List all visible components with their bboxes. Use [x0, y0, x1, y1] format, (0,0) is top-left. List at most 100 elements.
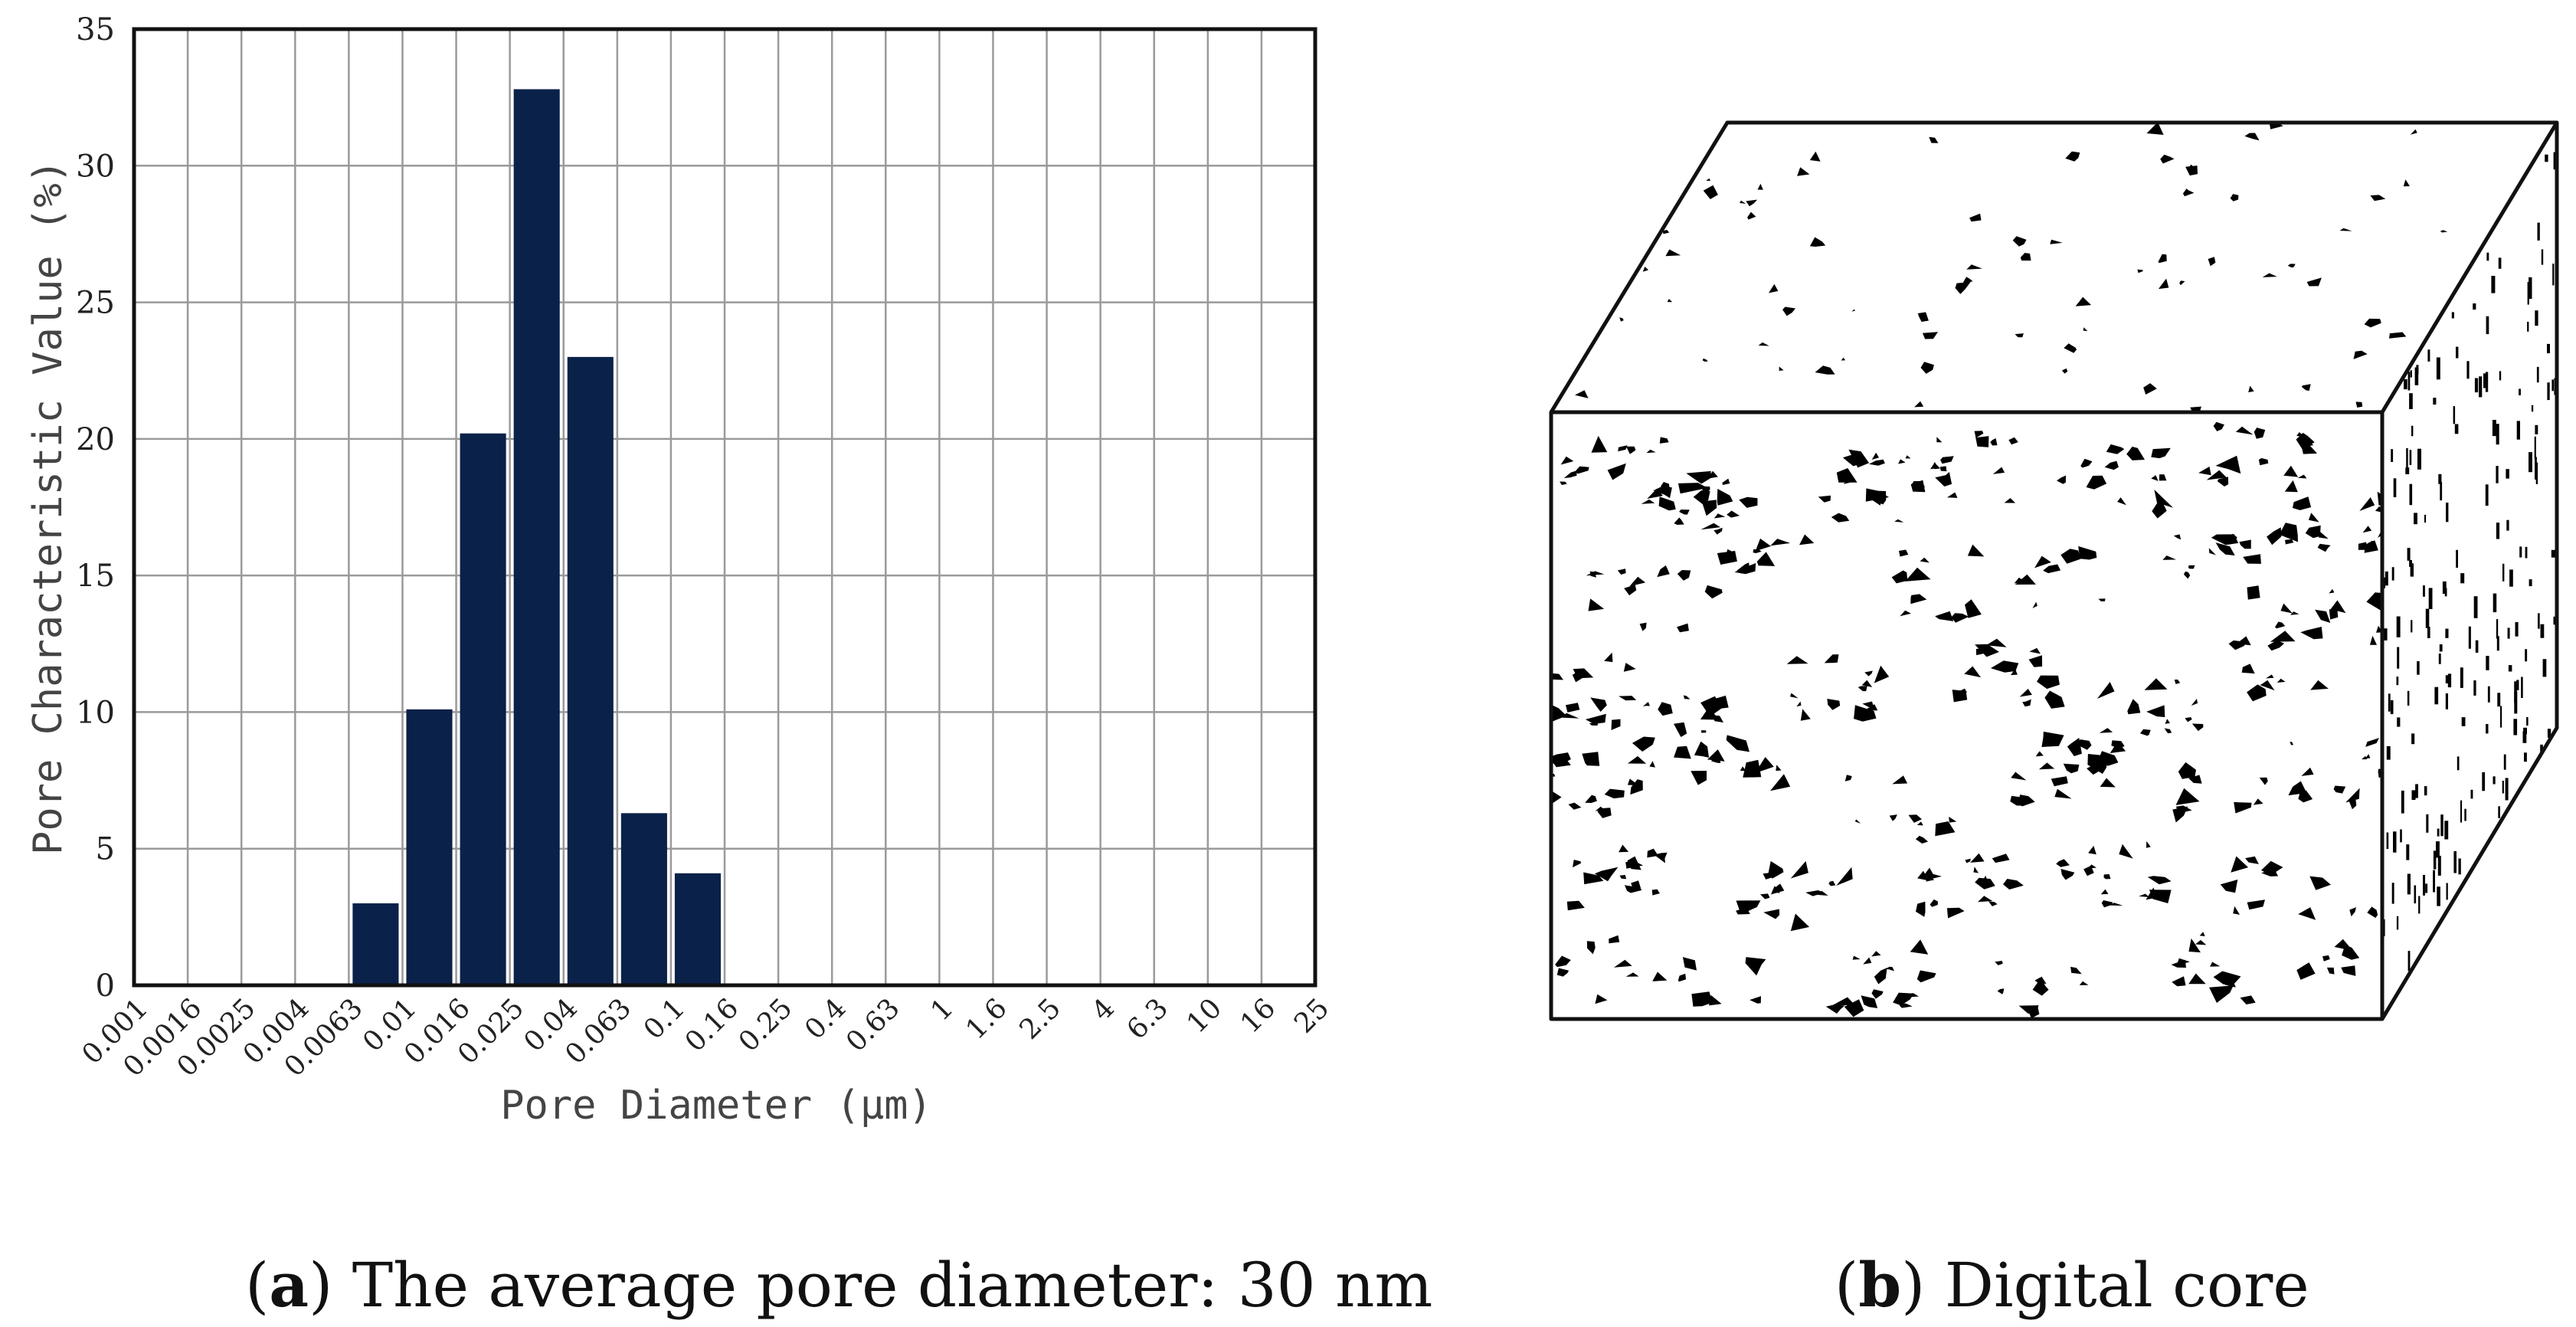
- pore-front: [2100, 778, 2116, 788]
- pore-front: [1935, 821, 1956, 837]
- pore-front: [1915, 835, 1929, 844]
- pore-front: [2275, 621, 2286, 629]
- pore-front: [1700, 523, 1720, 530]
- y-tick-label: 5: [96, 832, 115, 867]
- pore-front: [2041, 731, 2064, 747]
- pore-front: [2034, 977, 2045, 985]
- pore-front: [1753, 549, 1762, 553]
- pore-side: [2500, 706, 2502, 728]
- pore-top: [2020, 253, 2031, 261]
- y-tick-label: 0: [96, 968, 115, 1004]
- pore-front: [2261, 869, 2278, 876]
- pore-front: [2234, 801, 2252, 814]
- pore-front: [1935, 472, 1952, 487]
- bar-0.04-0.063: [567, 356, 614, 985]
- pore-front: [2175, 788, 2200, 805]
- pore-side: [2411, 620, 2413, 633]
- pore-front: [1617, 568, 1626, 575]
- pore-front: [1916, 901, 1926, 917]
- pore-top: [1815, 365, 1835, 375]
- pore-front: [2247, 899, 2265, 910]
- pore-front: [2260, 680, 2275, 691]
- pore-front: [1770, 539, 1791, 546]
- pore-front: [2243, 554, 2261, 564]
- pore-side: [2551, 379, 2554, 392]
- pore-front: [1871, 452, 1879, 460]
- pore-front: [2149, 890, 2172, 903]
- pore-front: [1776, 765, 1782, 772]
- pore-side: [2460, 573, 2465, 584]
- pore-front: [1555, 955, 1571, 968]
- pore-side: [2411, 733, 2415, 745]
- pore-front: [1691, 771, 1707, 785]
- pore-front: [1869, 459, 1885, 466]
- pore-front: [2215, 542, 2235, 555]
- pore-front: [1551, 790, 1562, 804]
- pore-front: [2174, 679, 2181, 684]
- pore-front: [2178, 762, 2196, 779]
- pore-side: [2505, 778, 2509, 801]
- pore-front: [2308, 513, 2319, 523]
- pore-front: [2096, 682, 2115, 699]
- pore-side: [2460, 800, 2463, 823]
- pore-top: [1917, 312, 1929, 322]
- pores-top: [1575, 123, 2448, 412]
- pore-front: [1679, 510, 1690, 515]
- pore-side: [2522, 731, 2527, 743]
- pore-front: [2176, 805, 2192, 814]
- pore-top: [2065, 151, 2080, 162]
- pore-top: [1962, 277, 1973, 283]
- pore-front: [2210, 962, 2221, 967]
- pore-side: [2409, 483, 2413, 506]
- pore-front: [1790, 860, 1808, 879]
- pore-top: [2061, 368, 2068, 374]
- pore-top: [2182, 188, 2195, 197]
- pore-front: [1677, 623, 1689, 633]
- bar-0.063-0.1: [620, 813, 667, 985]
- pore-front: [2165, 719, 2170, 724]
- pore-top: [2353, 350, 2368, 359]
- pore-front: [1939, 466, 1947, 472]
- pore-front: [2099, 728, 2113, 733]
- pore-front: [2146, 840, 2151, 848]
- x-tick-labels: 0.0010.00160.00250.0040.00630.010.0160.0…: [76, 992, 1335, 1083]
- pore-side: [2493, 776, 2496, 785]
- pore-front: [1586, 941, 1596, 955]
- pore-side: [2433, 850, 2437, 870]
- pore-front: [2315, 609, 2331, 623]
- pore-front: [2086, 475, 2107, 490]
- pore-front: [1874, 665, 1890, 683]
- bar-0.016-0.025: [460, 433, 506, 985]
- pore-top: [2339, 228, 2352, 231]
- pore-top: [1575, 390, 1589, 398]
- pore-top: [2012, 236, 2027, 247]
- pore-front: [2285, 539, 2294, 545]
- pore-side: [2483, 373, 2486, 388]
- pore-front: [1709, 994, 1722, 1006]
- x-tick-label: 16: [1235, 992, 1281, 1039]
- pore-front: [2330, 600, 2346, 614]
- pore-front: [2235, 426, 2254, 435]
- pore-top: [2244, 133, 2260, 141]
- pore-side: [2525, 649, 2528, 662]
- pore-front: [1604, 652, 1613, 663]
- pore-front: [2254, 428, 2266, 439]
- pore-top: [1758, 342, 1769, 346]
- bar-0.0063-0.01: [352, 903, 399, 985]
- pore-side: [2393, 478, 2397, 497]
- pore-front: [1964, 666, 1981, 678]
- x-tick-label: 1.6: [960, 992, 1013, 1045]
- pore-side: [2499, 371, 2502, 381]
- pore-front: [2296, 432, 2305, 437]
- pore-side: [2391, 567, 2394, 581]
- pore-side: [2397, 717, 2401, 727]
- pore-side: [2506, 519, 2509, 531]
- pore-front: [2267, 640, 2285, 651]
- pore-side: [2456, 549, 2458, 568]
- pore-top: [2160, 154, 2175, 164]
- pore-front: [1891, 570, 1908, 584]
- pore-front: [1629, 576, 1646, 587]
- pore-front: [2015, 574, 2036, 585]
- pore-front: [1654, 852, 1668, 863]
- pore-front: [2206, 470, 2227, 480]
